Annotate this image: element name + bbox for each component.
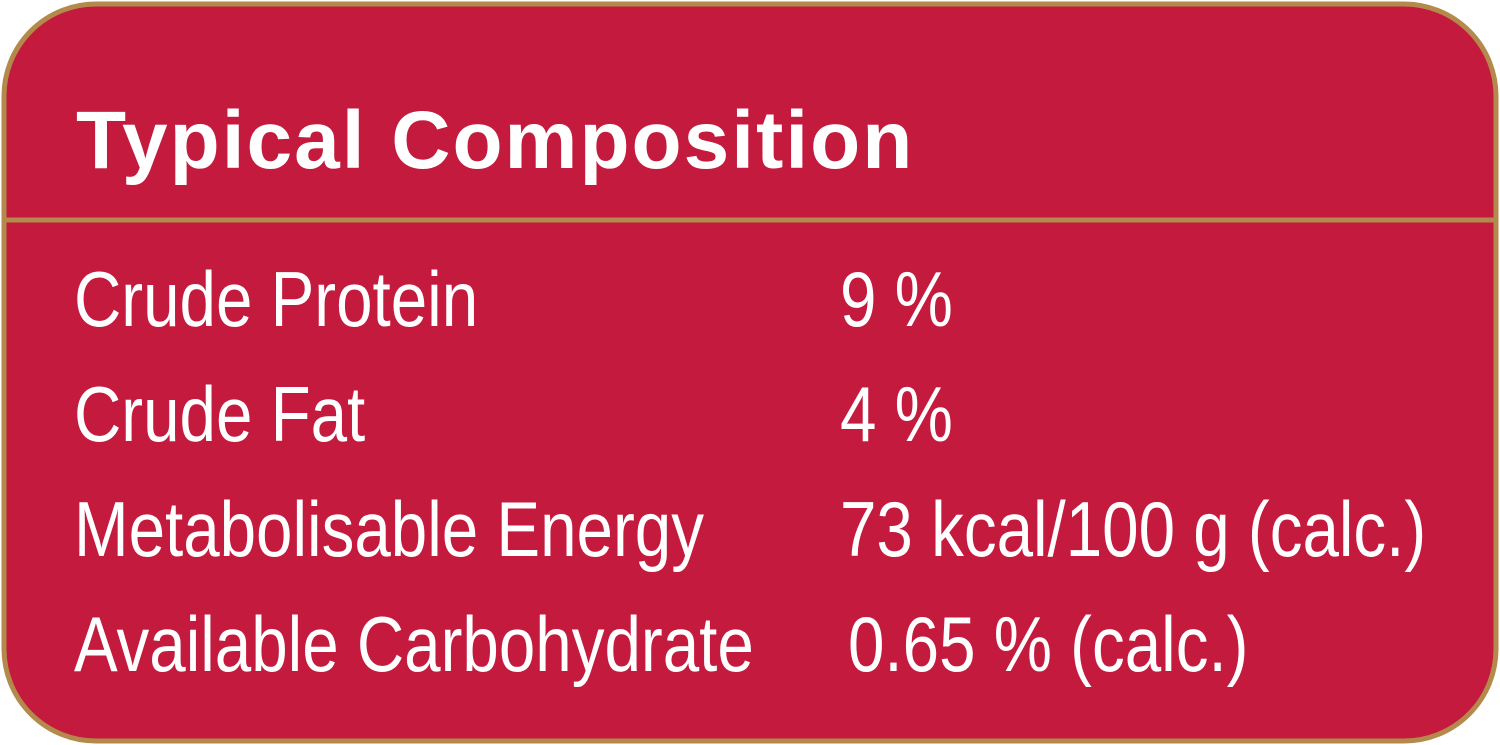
row-value: 9 % <box>840 257 953 344</box>
row-value: 73 kcal/100 g (calc.) <box>840 487 1426 574</box>
row-label: Crude Protein <box>74 257 478 344</box>
title: Typical Composition <box>76 95 914 186</box>
table: Crude Protein 9 % Crude Fat 4 % Metabolisabl… <box>74 257 1426 689</box>
row-value: 4 % <box>840 372 953 459</box>
row-value: 0.65 % (calc.) <box>848 602 1248 689</box>
row-label: Available Carbohydrate <box>74 602 754 689</box>
row-label: Crude Fat <box>74 372 365 459</box>
row-label: Metabolisable Energy <box>74 487 704 574</box>
